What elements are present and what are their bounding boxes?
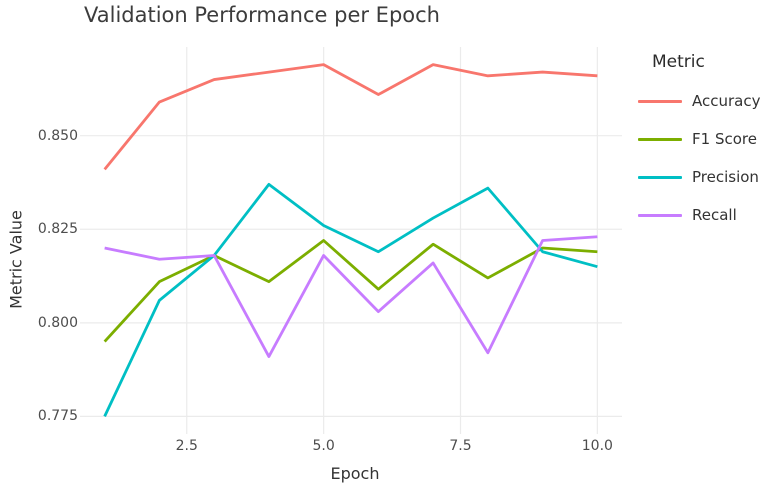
series-line-accuracy bbox=[103, 63, 598, 171]
x-tick-label: 5.0 bbox=[312, 438, 335, 454]
legend-item-f1-score: F1 Score bbox=[638, 120, 760, 158]
legend-item-precision: Precision bbox=[638, 158, 760, 196]
y-tick-label: 0.850 bbox=[37, 127, 78, 144]
legend-swatch-line bbox=[638, 175, 682, 179]
series-line-f1-score bbox=[103, 239, 598, 343]
legend-swatch-line bbox=[638, 99, 682, 103]
legend-items: Accuracy F1 Score Precision Recall bbox=[638, 82, 760, 234]
legend-label: Recall bbox=[692, 206, 737, 224]
y-tick-label: 0.800 bbox=[37, 314, 78, 331]
y-tick-label: 0.775 bbox=[37, 408, 78, 425]
legend-item-accuracy: Accuracy bbox=[638, 82, 760, 120]
legend-item-recall: Recall bbox=[638, 196, 760, 234]
legend-swatch-line bbox=[638, 213, 682, 217]
legend-label: Precision bbox=[692, 168, 759, 186]
legend-label: F1 Score bbox=[692, 130, 757, 148]
chart-title: Validation Performance per Epoch bbox=[84, 3, 440, 27]
legend-title: Metric bbox=[652, 52, 705, 72]
y-axis-title: Metric Value bbox=[6, 210, 26, 309]
x-axis-title: Epoch bbox=[330, 464, 380, 483]
series-line-recall bbox=[104, 235, 598, 358]
legend-label: Accuracy bbox=[692, 92, 761, 110]
y-tick-label: 0.825 bbox=[37, 221, 78, 238]
legend: Metric Accuracy F1 Score Precision Recall bbox=[638, 52, 760, 234]
x-tick-label: 10.0 bbox=[581, 438, 613, 454]
series-line-precision bbox=[103, 182, 598, 418]
x-tick-label: 2.5 bbox=[175, 438, 198, 454]
x-tick-label: 7.5 bbox=[449, 438, 472, 454]
legend-swatch-line bbox=[638, 137, 682, 141]
